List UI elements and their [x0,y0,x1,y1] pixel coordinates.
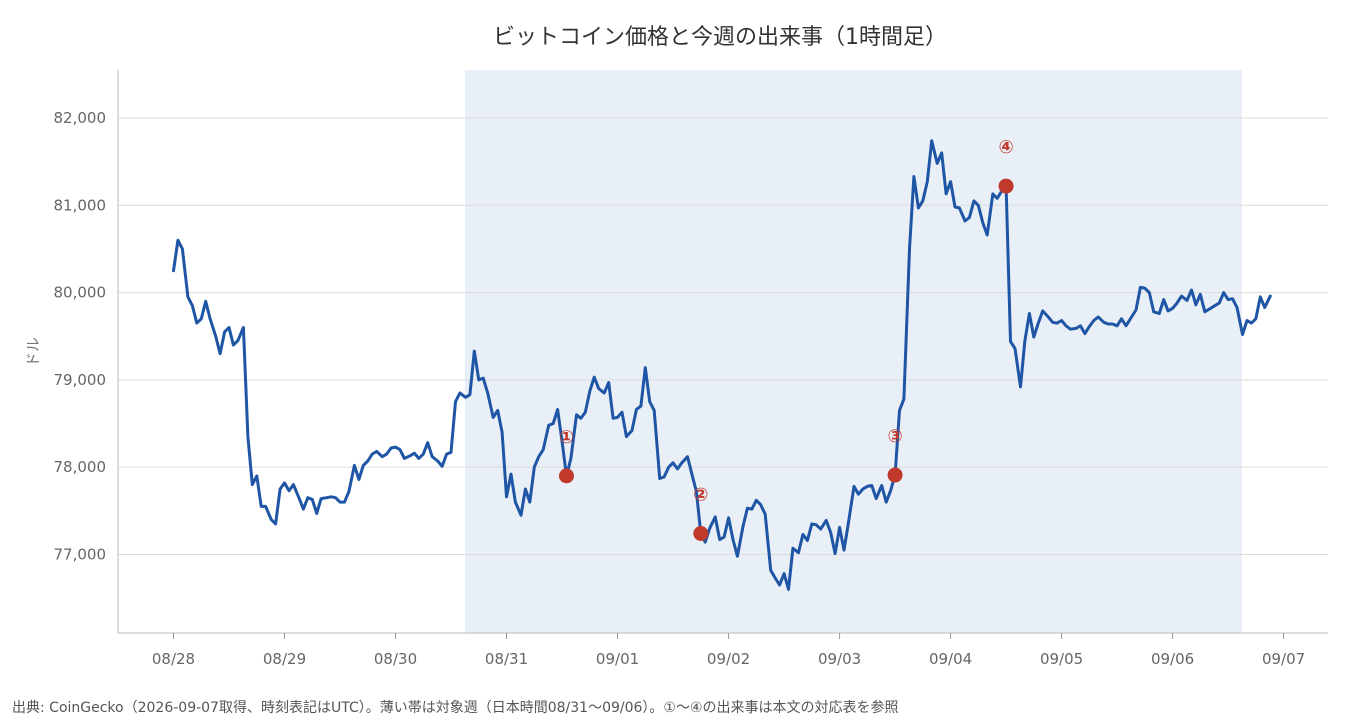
event-marker [998,178,1014,194]
x-tick-label: 08/31 [485,650,528,668]
y-tick-label: 80,000 [54,284,107,302]
x-tick-label: 09/02 [707,650,750,668]
event-label: ① [559,427,574,448]
event-marker [887,467,903,483]
y-tick-label: 79,000 [54,371,107,389]
x-tick-label: 09/03 [818,650,861,668]
event-marker [693,525,709,541]
y-tick-label: 81,000 [54,196,107,214]
chart-title: ビットコイン価格と今週の出来事（1時間足） [493,25,947,50]
target-week-band [464,70,1242,633]
axis-layer: 77,000 78,000 79,000 80,000 81,000 82,000 08/2… [54,70,1328,668]
event-label: ② [693,484,708,505]
event-label: ④ [998,137,1013,158]
series-layer [172,139,1272,591]
event-layer: ① ② ③ ④ [559,137,1014,541]
source-note: 出典: CoinGecko（2026-09-07取得、時刻表記はUTC）。薄い帯… [12,699,899,716]
price-line [172,139,1272,591]
highlight-band-layer [464,70,1242,633]
x-tick-label: 09/05 [1040,650,1083,668]
event-label: ③ [887,426,902,447]
y-tick-label: 78,000 [54,458,107,476]
x-tick-label: 09/01 [596,650,639,668]
event-marker [558,468,574,484]
y-tick-label: 82,000 [54,109,107,127]
x-tick-label: 08/30 [374,650,417,668]
x-tick-label: 09/04 [929,650,972,668]
x-tick-label: 09/06 [1151,650,1194,668]
x-tick-label: 08/28 [152,650,195,668]
y-axis-title: ドル [24,337,42,367]
x-tick-label: 09/07 [1262,650,1305,668]
y-tick-label: 77,000 [54,545,107,563]
x-tick-label: 08/29 [263,650,306,668]
grid-layer [118,117,1328,555]
